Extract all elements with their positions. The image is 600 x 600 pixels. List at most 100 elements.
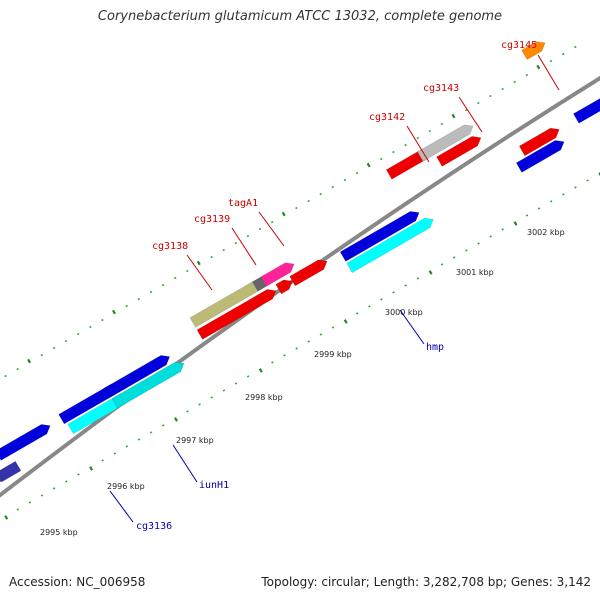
scale-label: 2998 kbp bbox=[245, 393, 283, 402]
minor-tick bbox=[173, 276, 177, 280]
minor-tick bbox=[307, 199, 310, 203]
minor-tick bbox=[343, 178, 347, 182]
gene-feature[interactable] bbox=[111, 361, 185, 409]
gene-feature[interactable] bbox=[260, 262, 295, 287]
minor-tick bbox=[271, 361, 274, 364]
gene-feature[interactable] bbox=[515, 140, 565, 173]
minor-tick bbox=[549, 59, 553, 63]
label-leader-line bbox=[109, 490, 134, 523]
minor-tick bbox=[440, 263, 444, 266]
minor-tick bbox=[501, 87, 504, 91]
minor-tick bbox=[52, 487, 56, 490]
minor-tick bbox=[186, 410, 189, 413]
minor-tick bbox=[210, 396, 213, 399]
minor-tick bbox=[40, 353, 44, 357]
minor-tick bbox=[40, 494, 44, 497]
label-leader-line bbox=[172, 444, 198, 483]
label-leader-line bbox=[406, 125, 430, 163]
minor-tick bbox=[222, 389, 226, 392]
minor-tick bbox=[561, 52, 565, 56]
gene-feature[interactable] bbox=[196, 289, 277, 340]
minor-tick bbox=[452, 256, 456, 259]
minor-tick bbox=[137, 297, 141, 301]
gene-feature[interactable] bbox=[339, 211, 420, 262]
gene-feature[interactable] bbox=[103, 355, 171, 399]
major-tick bbox=[366, 162, 371, 168]
gene-feature[interactable] bbox=[572, 90, 600, 124]
minor-tick bbox=[137, 438, 141, 441]
minor-tick bbox=[125, 445, 129, 448]
gene-label[interactable]: cg3136 bbox=[136, 521, 172, 532]
minor-tick bbox=[101, 318, 104, 322]
gene-label[interactable]: cg3142 bbox=[369, 112, 405, 123]
inner-tick-row bbox=[4, 172, 600, 520]
gene-feature[interactable] bbox=[0, 460, 22, 483]
minor-tick bbox=[16, 508, 20, 511]
minor-tick bbox=[331, 185, 335, 189]
gene-feature[interactable] bbox=[518, 127, 560, 157]
minor-tick bbox=[258, 227, 262, 231]
gene-label[interactable]: hmp bbox=[426, 342, 444, 353]
gene-feature[interactable] bbox=[275, 279, 293, 295]
minor-tick bbox=[210, 255, 213, 259]
minor-tick bbox=[562, 193, 565, 196]
minor-tick bbox=[307, 340, 310, 343]
gene-label[interactable]: cg3143 bbox=[423, 83, 459, 94]
gene-label[interactable]: iunH1 bbox=[199, 480, 229, 491]
minor-tick bbox=[16, 367, 19, 371]
minor-tick bbox=[186, 269, 189, 273]
major-tick bbox=[536, 64, 541, 70]
minor-tick bbox=[246, 234, 250, 238]
major-tick bbox=[281, 211, 286, 217]
minor-tick bbox=[464, 108, 468, 112]
gene-feature[interactable] bbox=[436, 136, 482, 167]
minor-tick bbox=[234, 241, 238, 245]
minor-tick bbox=[380, 298, 383, 301]
gene-label[interactable]: cg3145 bbox=[501, 40, 537, 51]
scale-label: 2999 kbp bbox=[314, 350, 352, 359]
label-leader-line bbox=[399, 309, 425, 345]
major-tick bbox=[196, 260, 201, 266]
minor-tick bbox=[440, 122, 444, 126]
minor-tick bbox=[198, 403, 201, 406]
minor-tick bbox=[295, 347, 298, 350]
label-leader-line bbox=[186, 254, 213, 291]
gene-label[interactable]: cg3138 bbox=[152, 241, 188, 252]
gene-feature[interactable] bbox=[289, 259, 328, 287]
major-tick bbox=[4, 515, 9, 520]
minor-tick bbox=[319, 192, 322, 196]
minor-tick bbox=[404, 143, 407, 147]
map-title: Corynebacterium glutamicum ATCC 13032, c… bbox=[97, 9, 503, 24]
gene-feature[interactable] bbox=[0, 424, 51, 461]
minor-tick bbox=[477, 242, 480, 245]
major-tick bbox=[27, 358, 32, 364]
minor-tick bbox=[416, 277, 420, 280]
minor-tick bbox=[222, 248, 225, 252]
major-tick bbox=[451, 113, 456, 119]
minor-tick bbox=[392, 150, 395, 154]
minor-tick bbox=[113, 452, 117, 455]
gene-feature[interactable] bbox=[346, 217, 434, 274]
minor-tick bbox=[161, 424, 165, 427]
minor-tick bbox=[331, 326, 335, 329]
accession-text: Accession: NC_006958 bbox=[9, 575, 146, 589]
minor-tick bbox=[65, 480, 68, 483]
minor-tick bbox=[392, 291, 395, 294]
gene-feature[interactable] bbox=[417, 124, 474, 162]
minor-tick bbox=[525, 214, 529, 217]
scale-label: 2997 kbp bbox=[176, 436, 214, 445]
label-leader-line bbox=[458, 96, 483, 133]
genome-summary: Topology: circular; Length: 3,282,708 bp… bbox=[261, 575, 591, 589]
minor-tick bbox=[525, 73, 529, 77]
minor-tick bbox=[234, 382, 238, 385]
minor-tick bbox=[77, 473, 80, 476]
minor-tick bbox=[101, 459, 104, 462]
gene-feature[interactable] bbox=[521, 41, 546, 61]
gene-label[interactable]: tagA1 bbox=[228, 198, 258, 209]
minor-tick bbox=[574, 186, 577, 189]
gene-label[interactable]: cg3139 bbox=[194, 214, 230, 225]
genome-backbone bbox=[0, 75, 600, 498]
scale-label: 2995 kbp bbox=[40, 528, 78, 537]
minor-tick bbox=[161, 283, 165, 287]
